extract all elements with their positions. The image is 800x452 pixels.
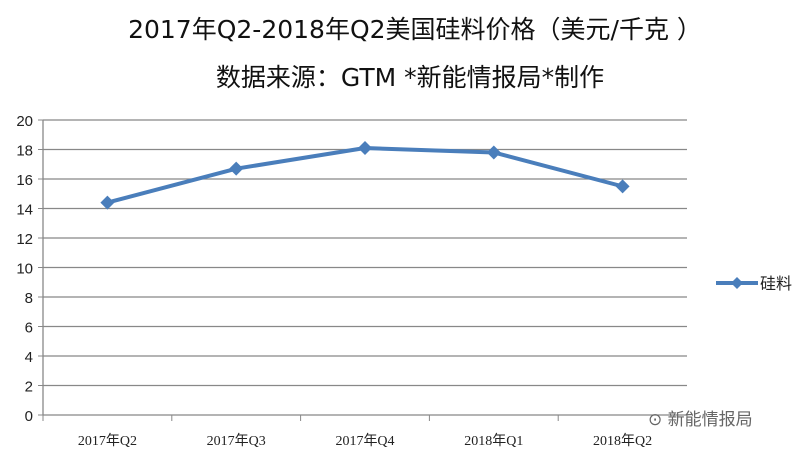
y-tick-label: 20 bbox=[16, 113, 33, 130]
y-tick-label: 16 bbox=[16, 172, 33, 189]
y-tick-label: 6 bbox=[25, 320, 33, 337]
data-point bbox=[615, 179, 630, 194]
y-tick-label: 10 bbox=[16, 261, 33, 278]
data-point bbox=[100, 195, 115, 210]
x-tick-label: 2017年Q3 bbox=[207, 433, 266, 449]
data-point bbox=[486, 145, 501, 160]
wechat-icon: ⊙ bbox=[648, 410, 663, 430]
y-tick-label: 18 bbox=[16, 143, 33, 160]
y-tick-label: 2 bbox=[25, 379, 33, 396]
legend-label: 硅料 bbox=[760, 274, 792, 293]
legend-marker bbox=[731, 277, 743, 289]
y-tick-label: 4 bbox=[25, 349, 33, 366]
y-tick-label: 12 bbox=[16, 231, 33, 248]
x-tick-label: 2018年Q1 bbox=[464, 433, 523, 449]
series-line bbox=[106, 146, 624, 205]
data-point bbox=[358, 141, 372, 156]
y-tick-label: 0 bbox=[25, 408, 33, 425]
y-tick-label: 14 bbox=[16, 202, 33, 219]
x-tick-label: 2018年Q2 bbox=[593, 433, 652, 449]
x-tick-label: 2017年Q2 bbox=[78, 433, 137, 449]
data-point bbox=[229, 161, 244, 176]
chart-subtitle: 数据来源：GTM *新能情报局*制作 bbox=[215, 63, 605, 92]
chart-title: 2017年Q2-2018年Q2美国硅料价格（美元/千克 ） bbox=[128, 15, 702, 44]
x-tick-label: 2017年Q4 bbox=[335, 433, 394, 449]
y-tick-label: 8 bbox=[25, 290, 33, 307]
watermark: ⊙ 新能情报局 bbox=[648, 410, 753, 430]
